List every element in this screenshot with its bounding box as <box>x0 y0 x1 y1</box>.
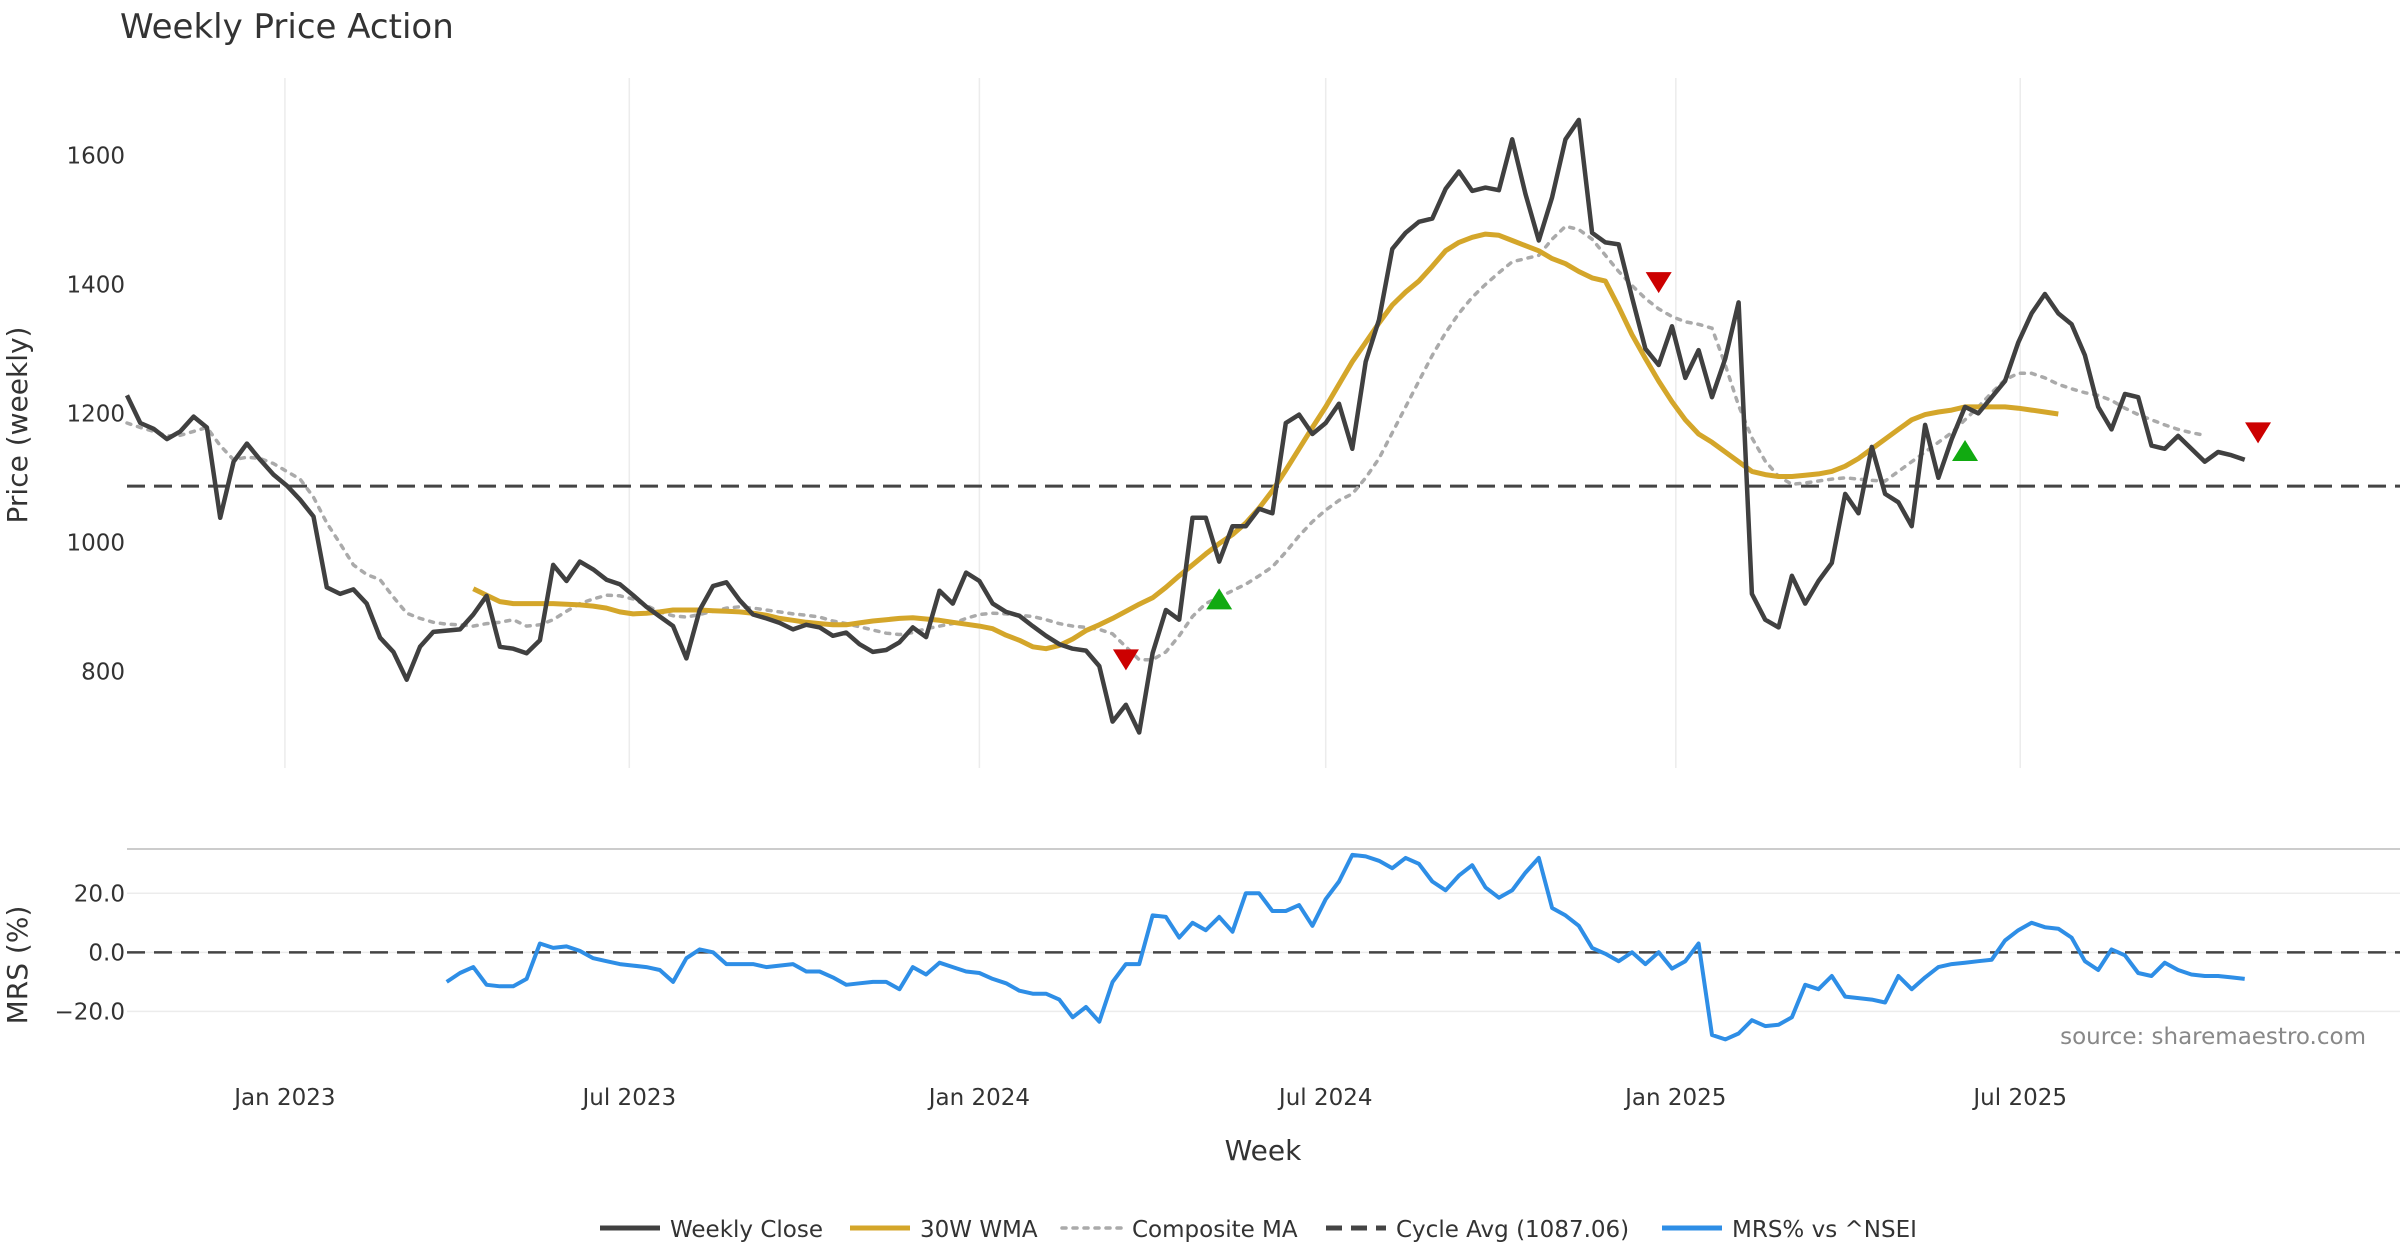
x-tick-label: Jan 2025 <box>1623 1085 1726 1111</box>
x-tick-label: Jul 2023 <box>581 1085 677 1111</box>
x-axis-label: Week <box>1225 1134 1302 1167</box>
price-y-tick-label: 800 <box>81 659 125 685</box>
series-weekly-close <box>124 117 2246 735</box>
x-tick-label: Jul 2025 <box>1971 1085 2067 1111</box>
mrs-y-tick-label: 0.0 <box>88 940 125 966</box>
buy-signal-marker <box>1952 440 1979 462</box>
mrs-y-ticks: 20.0 0.0 −20.0 <box>55 881 125 1025</box>
buy-signal-marker <box>1206 588 1233 610</box>
series-30w-wma <box>472 231 2059 652</box>
price-gridlines <box>284 78 2021 768</box>
price-y-tick-label: 1600 <box>66 143 125 169</box>
price-y-tick-label: 1000 <box>66 530 125 556</box>
sell-signal-marker <box>1645 272 1672 294</box>
price-y-tick-label: 1200 <box>66 401 125 427</box>
legend-label: Weekly Close <box>670 1217 823 1243</box>
mrs-y-tick-label: 20.0 <box>74 881 125 907</box>
mrs-y-tick-label: −20.0 <box>55 999 125 1025</box>
x-tick-label: Jan 2023 <box>232 1085 335 1111</box>
mrs-y-axis-label: MRS (%) <box>1 906 34 1025</box>
x-ticks: Jan 2023 Jul 2023 Jan 2024 Jul 2024 Jan 2025… <box>232 1085 2067 1111</box>
legend-label: Cycle Avg (1087.06) <box>1396 1217 1629 1243</box>
series-composite-ma <box>125 224 2207 662</box>
source-label: source: sharemaestro.com <box>2060 1024 2366 1050</box>
price-y-axis-label: Price (weekly) <box>1 327 34 524</box>
x-tick-label: Jul 2024 <box>1277 1085 1373 1111</box>
legend-label: Composite MA <box>1132 1217 1298 1243</box>
signal-markers <box>1112 272 2272 671</box>
chart-title: Weekly Price Action <box>120 7 454 47</box>
series-mrs <box>445 852 2245 1042</box>
legend: Weekly Close 30W WMA Composite MA Cycle Avg… <box>600 1217 1917 1243</box>
sell-signal-marker <box>2245 422 2272 444</box>
price-y-ticks: 800 1000 1200 1400 1600 <box>66 143 125 685</box>
legend-label: 30W WMA <box>920 1217 1038 1243</box>
legend-label: MRS% vs ^NSEI <box>1732 1217 1917 1243</box>
price-y-tick-label: 1400 <box>66 272 125 298</box>
sell-signal-marker <box>1112 649 1139 671</box>
x-tick-label: Jan 2024 <box>927 1085 1030 1111</box>
